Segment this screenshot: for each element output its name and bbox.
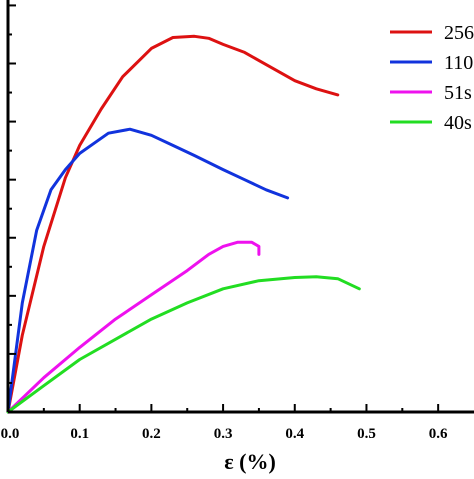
x-tick-label-6: 0.6 [429,426,448,442]
series-line-256 [6,34,340,414]
x-tick-label-5: 0.5 [357,426,376,442]
legend-label-110: 110 [444,52,473,74]
legend-label-51s: 51s [444,82,472,104]
series-line-110 [6,127,290,414]
x-tick-label-0: 0.0 [1,426,20,442]
series-line-51s [6,240,261,414]
axes-group: 0.0 0.1 0.2 0.3 0.4 0.5 0.6 [1,0,474,442]
legend-label-256: 256 [444,22,474,44]
x-tick-label-4: 0.4 [285,426,304,442]
x-axis-title: ε (%) [224,449,276,474]
x-tick-label-2: 0.2 [142,426,161,442]
series-group [6,34,361,414]
legend: 256 110 51s 40s [390,22,474,134]
legend-label-40s: 40s [444,112,472,134]
x-tick-label-1: 0.1 [70,426,89,442]
series-line-40s [6,275,361,414]
x-tick-label-3: 0.3 [214,426,233,442]
